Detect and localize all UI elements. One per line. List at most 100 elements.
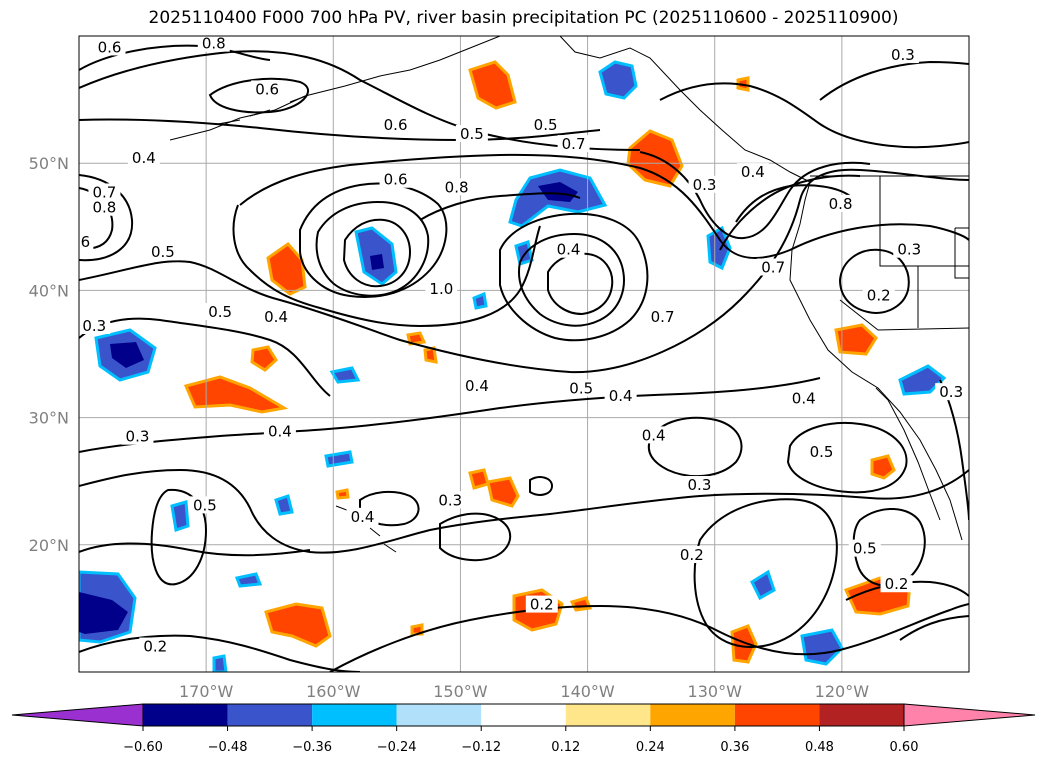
pv-contour-line (419, 192, 581, 221)
contour-label-background (139, 637, 172, 655)
contour-label: 0.4 (351, 508, 375, 526)
pv-contour-line (659, 82, 969, 149)
contour-label-background (935, 383, 968, 401)
contour-label: 0.4 (642, 426, 666, 444)
contour-label-background (824, 194, 857, 212)
contour-label: 0.5 (208, 303, 232, 321)
map-frame (78, 35, 970, 673)
pv-contour-line (79, 174, 134, 262)
pv-contour-line (647, 416, 743, 478)
contour-labels: 0.6 0.80.60.6 0.5 0.50.70.30.40.6 0.80.70.80… (79, 35, 968, 656)
contour-label: 0.2 (867, 286, 891, 304)
map-title: 2025110400 F000 700 hPa PV, river basin … (148, 8, 899, 28)
contour-label-background (565, 379, 598, 397)
contour-label: 0.2 (680, 546, 704, 564)
contour-label-background (848, 539, 881, 557)
contour-label-background (525, 595, 558, 613)
colorbar-tick-label: −0.36 (292, 740, 332, 755)
contour-label-background (805, 442, 838, 460)
contour-label-background (646, 308, 679, 326)
precip-patch (514, 240, 534, 266)
contour-label-background (886, 46, 919, 64)
contour-label: 0.6 (98, 38, 122, 56)
precip-patch (834, 323, 878, 356)
precip-patch (626, 129, 684, 188)
precip-patch (79, 592, 128, 634)
precip-patch (266, 241, 307, 296)
precip-patch (234, 572, 263, 588)
colorbar-segment (312, 704, 397, 726)
precip-patch (170, 500, 190, 532)
pv-contour-line (735, 184, 851, 223)
contour-label: 0.7 (562, 135, 586, 153)
pv-contour-line (232, 204, 541, 328)
contour-label: 0.2 (143, 638, 167, 656)
pv-contour-line (838, 248, 910, 314)
contour-label-background (251, 80, 284, 98)
contour-label: 0.5 (810, 443, 834, 461)
precip-patch (870, 454, 896, 480)
contour-label-background (529, 116, 562, 134)
colorbar-tick-label: 0.12 (551, 740, 580, 755)
state-border (839, 299, 879, 331)
pv-contour-line (719, 174, 861, 251)
precip-patch (329, 366, 361, 384)
contour-label-background (79, 233, 94, 251)
contour-label: 0.3 (688, 476, 712, 494)
contour-label: 0.5 (193, 496, 217, 514)
pv-contour-line (79, 634, 361, 672)
contour-label-background (197, 36, 230, 52)
contour-label-background (188, 496, 221, 514)
north-america-coastline (789, 181, 963, 541)
pv-contours (79, 44, 969, 672)
colorbar-tick-label: 0.24 (636, 740, 665, 755)
precip-patch (110, 342, 144, 368)
contour-label-background (880, 575, 913, 593)
contour-label-background (787, 389, 820, 407)
contour-label: 0.6 (384, 116, 408, 134)
contour-label: 0.7 (761, 259, 785, 277)
contour-label: 0.2 (530, 596, 554, 614)
colorbar-tick-label: −0.48 (208, 740, 248, 755)
contour-label-background (862, 286, 895, 304)
contour-label: 0.3 (82, 317, 106, 335)
pv-contour-line (547, 252, 614, 316)
contour-label: 6 (81, 233, 91, 251)
contour-label: 0.4 (132, 149, 156, 167)
colorbar-tick-label: −0.60 (123, 740, 163, 755)
precip-patch (370, 254, 384, 270)
contour-label-background (260, 308, 293, 326)
contour-label: 0.4 (465, 377, 489, 395)
contour-label: 0.4 (264, 308, 288, 326)
contour-label-background (557, 135, 590, 153)
longitude-tick-label: 160°W (306, 682, 361, 701)
contour-label-background (88, 183, 121, 201)
contour-label-background (79, 317, 111, 335)
map-plot-area: 0.6 0.80.60.6 0.5 0.50.70.30.40.6 0.80.70.80… (79, 35, 969, 672)
colorbar-tick-label: 0.60 (890, 740, 919, 755)
pv-contour-line (315, 200, 430, 297)
contour-label: 0.8 (202, 35, 226, 53)
longitude-tick-label: 170°W (179, 682, 234, 701)
pv-contour-line (819, 60, 969, 101)
contour-label: 0.5 (853, 540, 877, 558)
contour-label-background (460, 376, 493, 394)
colorbar-extend-high (903, 703, 1036, 727)
contour-label: 0.3 (891, 46, 915, 64)
colorbar-segment (819, 704, 904, 726)
colorbar-segment (650, 704, 735, 726)
pv-contour-line (79, 377, 821, 453)
pv-contour-line (79, 317, 331, 397)
latitude-tick-label: 40°N (29, 281, 69, 300)
precip-patch (486, 476, 520, 508)
pv-contour-line (786, 422, 908, 494)
colorbar-segment (481, 704, 566, 726)
contour-label-background (757, 258, 790, 276)
contour-label-background (440, 178, 473, 196)
contour-label: 0.4 (609, 387, 633, 405)
pv-contour-line (499, 212, 649, 342)
colorbar: −0.60 −0.48 −0.36 −0.24 −0.12 0.12 0.24 0.36 0.4… (11, 703, 1036, 755)
contour-label-background (93, 38, 126, 56)
contour-label: 0.5 (151, 243, 175, 261)
